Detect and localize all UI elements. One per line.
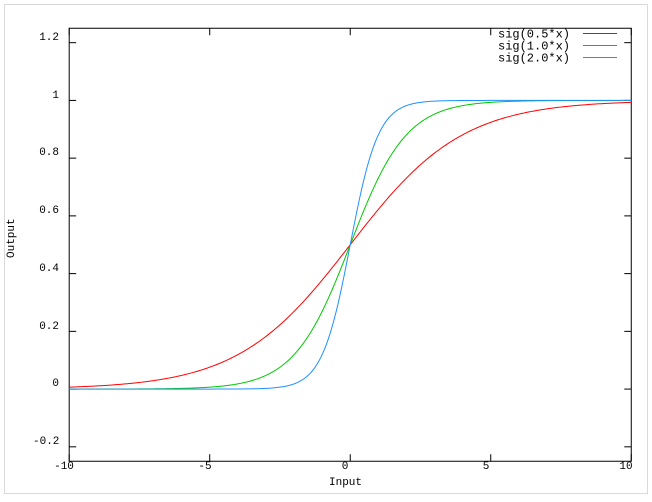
svg-text:sig(2.0*x): sig(2.0*x)	[498, 52, 570, 66]
